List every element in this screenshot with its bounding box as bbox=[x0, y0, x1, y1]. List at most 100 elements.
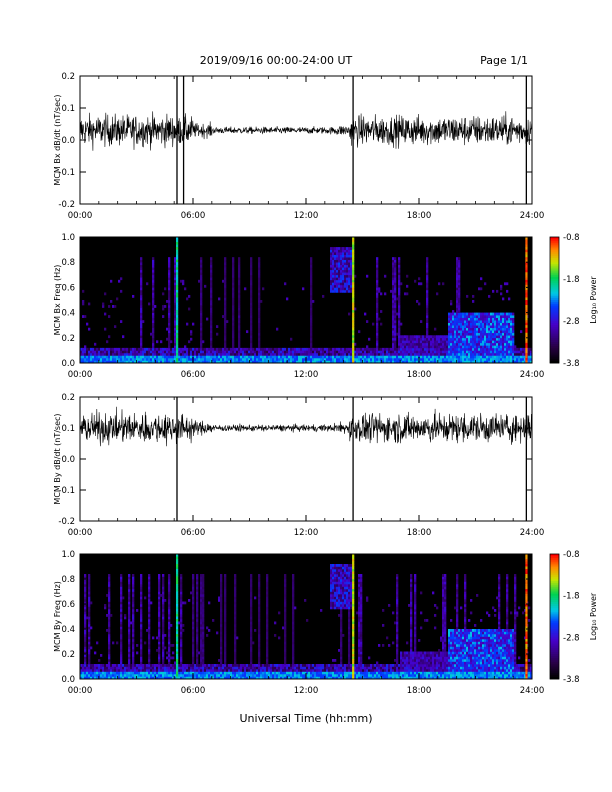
spectrogram-cell bbox=[314, 347, 317, 351]
spectrogram-spike bbox=[352, 330, 355, 334]
spectrogram-cell bbox=[82, 666, 85, 670]
spectrogram-cell bbox=[292, 641, 295, 645]
spectrogram-cell bbox=[226, 355, 229, 359]
spectrogram-cell bbox=[456, 340, 459, 344]
spectrogram-cell bbox=[508, 342, 511, 346]
spectrogram-cell bbox=[128, 654, 131, 657]
spectrogram-cell bbox=[246, 347, 249, 351]
spectrogram-cell bbox=[342, 284, 345, 288]
spectrogram-cell bbox=[476, 337, 479, 341]
spectrogram-cell bbox=[392, 310, 395, 313]
spectrogram-cell bbox=[136, 674, 139, 677]
spectrogram-cell bbox=[224, 355, 227, 359]
spectrogram-cell bbox=[394, 330, 397, 334]
spectrogram-cell bbox=[460, 347, 463, 351]
spectrogram-cell bbox=[140, 664, 143, 667]
spectrogram-cell bbox=[266, 646, 269, 650]
spectrogram-cell bbox=[472, 347, 475, 351]
spectrogram-cell bbox=[120, 591, 123, 595]
spectrogram-cell bbox=[90, 664, 93, 667]
spectrogram-cell bbox=[108, 347, 111, 351]
spectrogram-cell bbox=[274, 676, 277, 680]
spectrogram-cell bbox=[344, 357, 347, 361]
spectrogram-cell bbox=[310, 322, 313, 326]
spectrogram-cell bbox=[152, 264, 155, 268]
spectrogram-cell bbox=[340, 257, 343, 260]
spectrogram-cell bbox=[436, 352, 439, 356]
spectrogram-cell bbox=[116, 360, 119, 364]
spectrogram-cell bbox=[204, 669, 207, 672]
spectrogram-cell bbox=[254, 347, 257, 351]
spectrogram-cell bbox=[430, 352, 433, 356]
spectrogram-cell bbox=[356, 352, 359, 356]
spectrogram-cell bbox=[426, 357, 429, 361]
spectrogram-cell bbox=[140, 674, 143, 677]
spectrogram-cell bbox=[434, 357, 437, 361]
spectrogram-cell bbox=[332, 352, 335, 356]
spectrogram-cell bbox=[94, 669, 97, 672]
spectrogram-cell bbox=[88, 654, 91, 657]
spectrogram-cell bbox=[168, 310, 171, 313]
spectrogram-cell bbox=[210, 287, 213, 291]
spectrogram-cell bbox=[128, 596, 131, 600]
spectrogram-cell bbox=[392, 307, 395, 311]
spectrogram-spike bbox=[352, 305, 355, 308]
spectrogram-cell bbox=[174, 332, 177, 336]
spectrogram-cell bbox=[128, 629, 131, 632]
spectrogram-cell bbox=[306, 347, 309, 351]
spectrogram-cell bbox=[188, 664, 191, 667]
spectrogram-cell bbox=[348, 264, 351, 268]
spectrogram-cell bbox=[248, 350, 251, 354]
spectrogram-cell bbox=[266, 606, 269, 610]
spectrogram-cell bbox=[434, 352, 437, 356]
spectrogram-cell bbox=[480, 327, 483, 331]
spectrogram-cell bbox=[376, 305, 379, 308]
spectrogram-cell bbox=[196, 644, 199, 647]
spectrogram-cell bbox=[84, 352, 87, 356]
spectrogram-cell bbox=[394, 292, 397, 296]
spectrogram-cell bbox=[398, 307, 401, 311]
spectrogram-cell bbox=[504, 312, 507, 316]
spectrogram-spike bbox=[352, 327, 355, 331]
spectrogram-cell bbox=[220, 591, 223, 595]
colorbar-swatch bbox=[550, 358, 559, 362]
spectrogram-cell bbox=[474, 317, 477, 321]
spectrogram-cell bbox=[136, 676, 139, 680]
spectrogram-cell bbox=[346, 267, 349, 271]
spectrogram-cell bbox=[244, 671, 247, 675]
spectrogram-cell bbox=[220, 664, 223, 667]
spectrogram-cell bbox=[458, 347, 461, 351]
spectrogram-cell bbox=[96, 641, 99, 645]
spectrogram-cell bbox=[332, 247, 335, 250]
spectrogram-cell bbox=[262, 287, 265, 291]
spectrogram-cell bbox=[456, 300, 459, 303]
spectrogram-cell bbox=[394, 327, 397, 331]
spectrogram-cell bbox=[458, 345, 461, 349]
spectrogram-cell bbox=[488, 340, 491, 344]
spectrogram-cell bbox=[338, 254, 341, 258]
spectrogram-cell bbox=[310, 315, 313, 318]
spectrogram-cell bbox=[120, 355, 123, 359]
spectrogram-cell bbox=[388, 350, 391, 354]
spectrogram-cell bbox=[422, 342, 425, 346]
spectrogram-cell bbox=[148, 656, 151, 660]
spectrogram-spike bbox=[525, 335, 528, 339]
spectrogram-cell bbox=[174, 307, 177, 311]
spectrogram-cell bbox=[140, 594, 143, 597]
spectrogram-cell bbox=[266, 669, 269, 672]
spectrogram-cell bbox=[446, 347, 449, 351]
spectrogram-cell bbox=[292, 621, 295, 625]
spectrogram-cell bbox=[264, 666, 267, 670]
spectrogram-cell bbox=[250, 357, 253, 361]
spectrogram-cell bbox=[220, 352, 223, 356]
spectrogram-cell bbox=[210, 666, 213, 670]
spectrogram-cell bbox=[162, 631, 165, 635]
spectrogram-cell bbox=[192, 624, 195, 627]
spectrogram-cell bbox=[250, 259, 253, 263]
spectrogram-cell bbox=[486, 345, 489, 349]
spectrogram-cell bbox=[88, 669, 91, 672]
spectrogram-cell bbox=[114, 671, 117, 675]
spectrogram-cell bbox=[104, 666, 107, 670]
spectrogram-cell bbox=[518, 347, 521, 351]
